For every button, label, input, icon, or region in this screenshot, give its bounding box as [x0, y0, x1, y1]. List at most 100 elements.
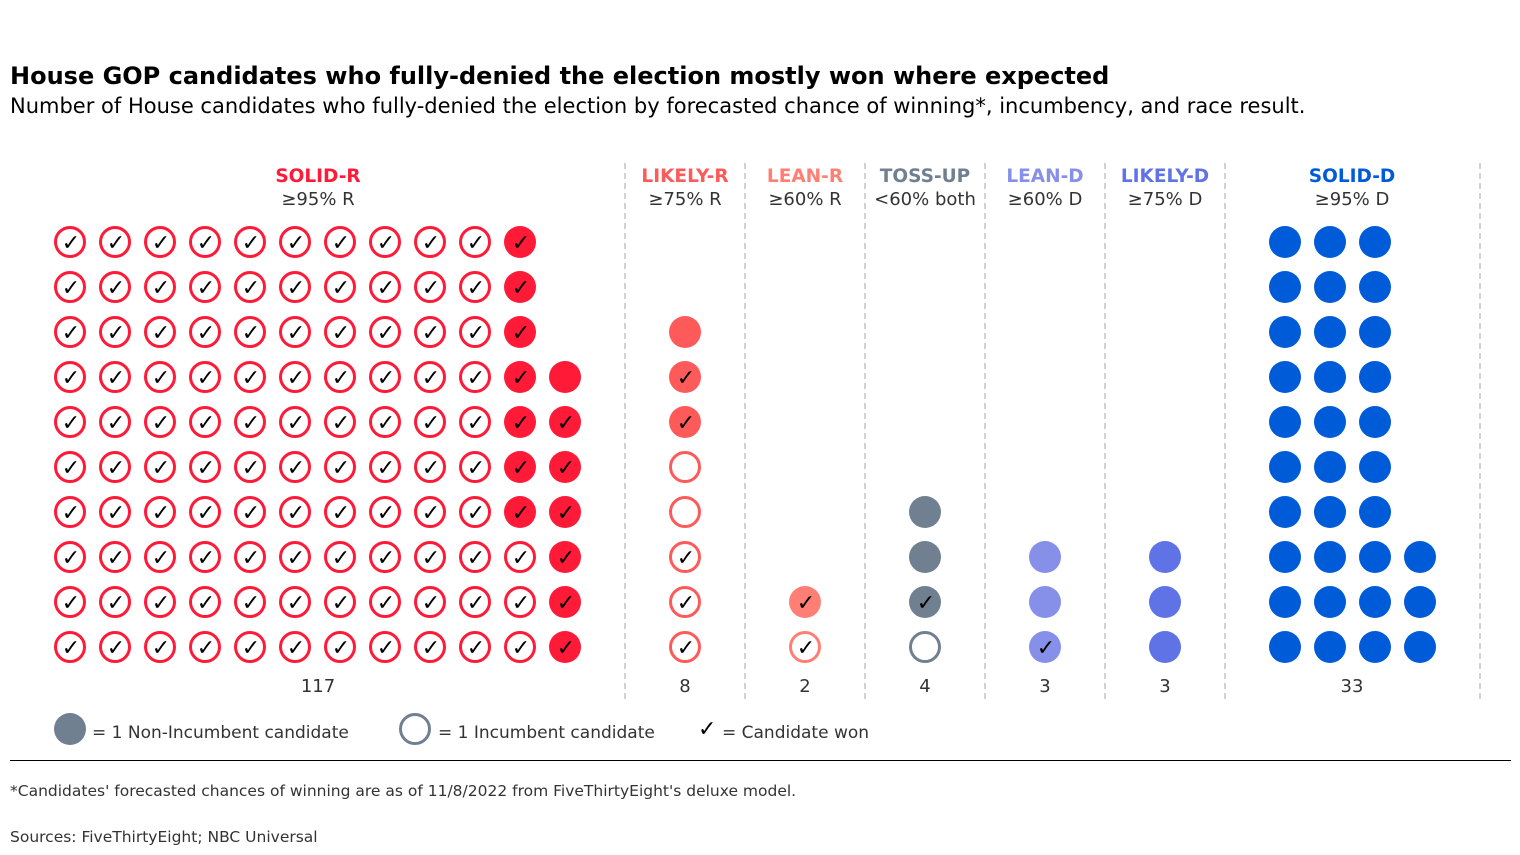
svg-text:✓: ✓ [107, 321, 125, 346]
svg-text:✓: ✓ [197, 591, 215, 616]
category-label-likely-d: LIKELY-D [1121, 166, 1209, 187]
candidate-marker: ✓ [54, 451, 86, 483]
svg-text:✓: ✓ [152, 411, 170, 436]
category-threshold-toss-up: <60% both [874, 189, 976, 210]
svg-text:✓: ✓ [467, 456, 485, 481]
candidate-marker [1149, 631, 1181, 663]
svg-text:✓: ✓ [512, 636, 530, 661]
svg-text:✓: ✓ [197, 501, 215, 526]
svg-text:✓: ✓ [557, 636, 575, 661]
svg-text:✓: ✓ [242, 411, 260, 436]
candidate-marker: ✓ [54, 316, 86, 348]
candidate-marker [1314, 496, 1346, 528]
svg-text:✓: ✓ [377, 636, 395, 661]
svg-text:✓: ✓ [287, 591, 305, 616]
svg-text:✓: ✓ [467, 591, 485, 616]
svg-text:✓: ✓ [332, 366, 350, 391]
candidate-marker: ✓ [189, 316, 221, 348]
svg-text:✓: ✓ [467, 501, 485, 526]
candidate-marker: ✓ [144, 451, 176, 483]
svg-text:✓: ✓ [107, 276, 125, 301]
candidate-marker [1314, 271, 1346, 303]
svg-text:= 1 Non-Incumbent candidate: = 1 Non-Incumbent candidate [92, 723, 349, 743]
svg-text:✓: ✓ [797, 591, 815, 616]
category-label-lean-d: LEAN-D [1006, 166, 1083, 187]
svg-text:✓: ✓ [107, 591, 125, 616]
candidate-marker: ✓ [99, 361, 131, 393]
svg-text:✓: ✓ [467, 546, 485, 571]
candidate-marker: ✓ [504, 226, 536, 258]
candidate-marker: ✓ [99, 496, 131, 528]
candidate-marker: ✓ [504, 496, 536, 528]
candidate-marker: ✓ [54, 406, 86, 438]
candidate-marker: ✓ [144, 406, 176, 438]
candidate-marker [1314, 541, 1346, 573]
candidate-marker [1029, 586, 1061, 618]
svg-text:✓: ✓ [152, 321, 170, 346]
svg-text:✓: ✓ [197, 321, 215, 346]
svg-text:✓: ✓ [422, 546, 440, 571]
svg-text:✓: ✓ [332, 276, 350, 301]
candidate-marker: ✓ [504, 406, 536, 438]
candidate-marker [1314, 361, 1346, 393]
svg-text:✓: ✓ [422, 411, 440, 436]
svg-text:✓: ✓ [467, 366, 485, 391]
candidate-marker: ✓ [189, 406, 221, 438]
legend-check-icon: ✓ [698, 717, 716, 742]
candidate-marker: ✓ [504, 271, 536, 303]
candidate-marker [1314, 451, 1346, 483]
svg-text:✓: ✓ [512, 366, 530, 391]
svg-text:✓: ✓ [287, 366, 305, 391]
candidate-marker: ✓ [234, 406, 266, 438]
candidate-marker: ✓ [189, 361, 221, 393]
svg-text:= 1 Incumbent candidate: = 1 Incumbent candidate [438, 723, 655, 743]
candidate-marker [1359, 361, 1391, 393]
candidate-marker [1404, 586, 1436, 618]
candidate-marker: ✓ [669, 406, 701, 438]
candidate-marker: ✓ [414, 226, 446, 258]
svg-text:✓: ✓ [377, 276, 395, 301]
svg-text:✓: ✓ [287, 231, 305, 256]
candidate-marker [1359, 586, 1391, 618]
candidate-marker: ✓ [504, 541, 536, 573]
svg-text:✓: ✓ [197, 366, 215, 391]
svg-text:✓: ✓ [62, 276, 80, 301]
candidate-marker: ✓ [189, 451, 221, 483]
candidate-marker: ✓ [459, 451, 491, 483]
svg-text:✓: ✓ [557, 546, 575, 571]
svg-text:✓: ✓ [512, 501, 530, 526]
svg-text:✓: ✓ [332, 321, 350, 346]
candidate-marker: ✓ [99, 316, 131, 348]
candidate-marker: ✓ [459, 541, 491, 573]
candidate-marker: ✓ [369, 541, 401, 573]
candidate-marker: ✓ [54, 496, 86, 528]
candidate-marker: ✓ [189, 226, 221, 258]
candidate-marker: ✓ [144, 361, 176, 393]
svg-text:✓: ✓ [107, 636, 125, 661]
candidate-marker [1404, 631, 1436, 663]
candidate-marker [1359, 316, 1391, 348]
candidate-marker [1269, 451, 1301, 483]
svg-text:✓: ✓ [422, 231, 440, 256]
candidate-marker: ✓ [324, 406, 356, 438]
candidate-marker: ✓ [369, 226, 401, 258]
candidate-marker [669, 316, 701, 348]
svg-text:✓: ✓ [557, 591, 575, 616]
category-threshold-solid-d: ≥95% D [1315, 189, 1390, 210]
svg-text:✓: ✓ [332, 231, 350, 256]
svg-text:✓: ✓ [677, 591, 695, 616]
svg-text:✓: ✓ [512, 591, 530, 616]
svg-text:✓: ✓ [107, 501, 125, 526]
candidate-marker: ✓ [189, 271, 221, 303]
svg-text:✓: ✓ [197, 276, 215, 301]
svg-text:✓: ✓ [197, 411, 215, 436]
svg-text:✓: ✓ [242, 591, 260, 616]
svg-text:✓: ✓ [62, 636, 80, 661]
svg-text:= Candidate won: = Candidate won [722, 723, 869, 743]
candidate-marker: ✓ [324, 451, 356, 483]
candidate-marker [1269, 316, 1301, 348]
svg-text:✓: ✓ [62, 231, 80, 256]
svg-text:✓: ✓ [152, 591, 170, 616]
candidate-marker [1404, 541, 1436, 573]
svg-text:✓: ✓ [377, 411, 395, 436]
